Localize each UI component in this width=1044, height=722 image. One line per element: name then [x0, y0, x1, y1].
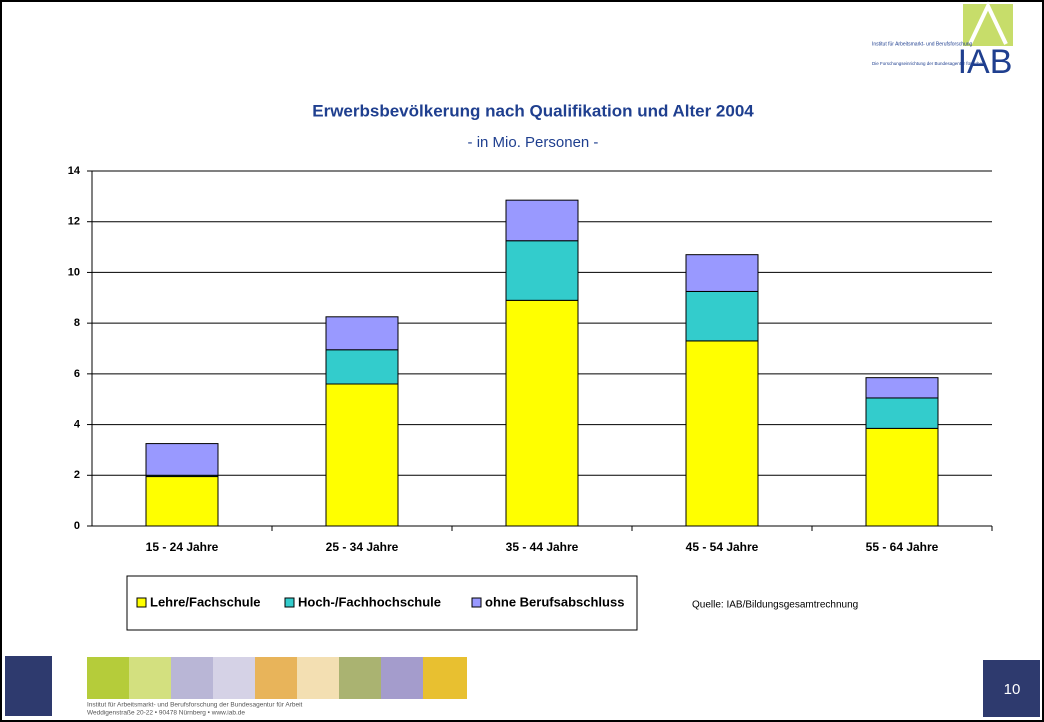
y-tick-label: 2	[74, 469, 80, 481]
y-tick-label: 10	[68, 266, 80, 278]
x-tick-label: 35 - 44 Jahre	[506, 540, 579, 554]
institute-name: Institut für Arbeitsmarkt- und Berufsfor…	[872, 41, 973, 47]
legend-box	[126, 575, 638, 631]
chart-title: Erwerbsbevölkerung nach Qualifikation un…	[312, 101, 754, 120]
bar-segment	[505, 199, 579, 242]
bar-segment	[505, 299, 579, 527]
bar-segment	[325, 316, 399, 351]
chart-subtitle: - in Mio. Personen -	[468, 134, 599, 151]
footer-tile	[297, 657, 339, 699]
bar-segment	[325, 349, 399, 385]
footer-square	[5, 656, 52, 716]
footer-tile	[255, 657, 297, 699]
y-tick-label: 8	[74, 317, 80, 329]
logo-text: IAB	[958, 43, 1013, 81]
bar-segment	[325, 383, 399, 527]
bar-segment	[865, 377, 939, 399]
logo: IAB Institut für Arbeitsmarkt- und Beruf…	[872, 1, 1013, 81]
footer-line: Weddigenstraße 20-22 • 90478 Nürnberg • …	[87, 710, 245, 717]
footer-tile	[171, 657, 213, 699]
logo-a	[968, 1, 1008, 45]
bar-segment	[865, 427, 939, 527]
page-number-box	[983, 660, 1040, 717]
legend-swatch	[471, 597, 482, 608]
x-tick-label: 15 - 24 Jahre	[146, 540, 219, 554]
footer-tile	[339, 657, 381, 699]
footer: Institut für Arbeitsmarkt- und Berufsfor…	[5, 656, 1040, 717]
bar-segment	[145, 476, 219, 527]
footer-tile	[213, 657, 255, 699]
source: Quelle: IAB/Bildungsgesamtrechnung	[692, 600, 858, 611]
footer-line: Institut für Arbeitsmarkt- und Berufsfor…	[87, 702, 303, 709]
footer-tile	[87, 657, 129, 699]
institute-subline: Die Forschungseinrichtung der Bundesagen…	[872, 61, 985, 66]
x-tick-label: 45 - 54 Jahre	[686, 540, 759, 554]
bar-segment	[685, 254, 759, 292]
bar-segment	[145, 443, 219, 476]
y-tick-label: 14	[68, 165, 81, 177]
legend-label: ohne Berufsabschluss	[485, 594, 624, 609]
y-tick-label: 6	[74, 368, 80, 380]
footer-tile	[381, 657, 423, 699]
y-tick-label: 4	[74, 418, 81, 430]
y-tick-label: 0	[74, 520, 80, 532]
bar-segment	[505, 240, 579, 301]
bar-segment	[685, 340, 759, 527]
legend-swatch	[136, 597, 147, 608]
bar-segment	[685, 290, 759, 342]
x-tick-label: 25 - 34 Jahre	[326, 540, 399, 554]
footer-tile	[423, 657, 467, 699]
page-number: 10	[1004, 681, 1021, 698]
legend-label: Hoch-/Fachhochschule	[298, 594, 441, 609]
bar-segment	[865, 397, 939, 429]
x-tick-label: 55 - 64 Jahre	[866, 540, 939, 554]
y-tick-label: 12	[68, 216, 80, 228]
legend-swatch	[284, 597, 295, 608]
legend-label: Lehre/Fachschule	[150, 594, 261, 609]
footer-tile	[129, 657, 171, 699]
